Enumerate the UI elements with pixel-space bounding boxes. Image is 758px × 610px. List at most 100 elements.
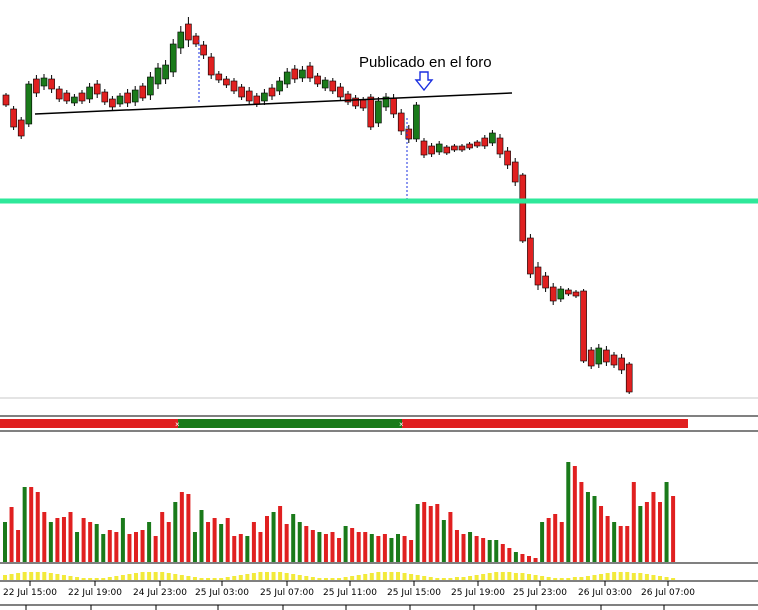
volume-average-bar <box>487 573 492 580</box>
volume-bar <box>323 534 328 562</box>
volume-bar <box>638 506 643 562</box>
volume-bar <box>166 522 171 562</box>
candle-body <box>230 80 238 92</box>
volume-average-bar <box>212 578 217 580</box>
candle-body <box>291 68 299 80</box>
volume-bar <box>671 496 676 562</box>
candle-body <box>542 275 549 289</box>
volume-bar <box>415 504 420 562</box>
volume-bar <box>81 518 86 562</box>
candle-body <box>169 43 177 73</box>
volume-average-bar <box>566 578 571 580</box>
volume-average-bar <box>618 572 623 580</box>
volume-average-bar <box>35 572 40 580</box>
volume-bar <box>474 536 479 562</box>
volume-bar <box>664 482 669 562</box>
volume-average-bar <box>402 573 407 580</box>
volume-bar <box>520 554 525 562</box>
candle-body <box>413 104 420 140</box>
candle-body <box>321 79 329 89</box>
volume-bar <box>238 534 243 562</box>
candle-body <box>299 69 306 79</box>
volume-average-bar <box>448 578 453 580</box>
volume-average-bar <box>61 575 66 580</box>
candle-body <box>603 349 610 363</box>
candle-body <box>55 88 63 100</box>
volume-bar <box>160 512 165 562</box>
volume-average-bar <box>350 576 355 580</box>
candle-body <box>504 150 511 166</box>
volume-bar <box>9 507 14 562</box>
volume-bar <box>363 532 368 562</box>
volume-bar <box>559 522 564 562</box>
volume-average-bar <box>284 573 289 580</box>
volume-average-bar <box>422 576 427 580</box>
volume-average-bar <box>435 578 440 580</box>
volume-bar <box>88 522 93 562</box>
volume-average-bar <box>323 578 328 580</box>
volume-bar <box>140 530 145 562</box>
volume-bar <box>206 522 211 562</box>
candle-body <box>519 174 527 242</box>
volume-bar <box>382 534 387 562</box>
volume-bar <box>533 558 538 562</box>
volume-bar <box>199 510 204 562</box>
volume-average-bar <box>376 572 381 580</box>
candle-body <box>154 67 162 85</box>
volume-average-bar <box>559 578 564 580</box>
volume-average-bar <box>94 578 99 580</box>
candle-body <box>549 286 557 302</box>
volume-bar <box>428 506 433 562</box>
volume-bar <box>540 522 545 562</box>
volume-average-bar <box>592 575 597 580</box>
volume-bar <box>396 534 400 562</box>
volume-bar <box>579 482 584 562</box>
volume-average-bar <box>42 572 47 580</box>
x-axis: 22 Jul 15:00 22 Jul 19:00 24 Jul 23:00 25 J… <box>0 581 758 610</box>
volume-average-bar <box>245 574 250 580</box>
volume-bar <box>310 530 315 562</box>
trend-marker: × <box>399 420 404 429</box>
candle-body <box>63 92 71 102</box>
candle-body <box>580 290 587 362</box>
candle-body <box>2 94 10 106</box>
volume-average-bar <box>658 576 662 580</box>
x-tick-label: 25 Jul 03:00 <box>195 588 249 598</box>
candle-body <box>177 31 185 49</box>
volume-average-bar <box>251 573 256 580</box>
volume-average-bar <box>271 572 276 580</box>
candle-body <box>572 291 580 297</box>
volume-average-bar <box>513 573 518 580</box>
volume-average-bar <box>599 574 604 580</box>
trend-segment-bull <box>178 419 402 428</box>
volume-bar <box>35 492 40 562</box>
candle-body <box>428 145 435 155</box>
volume-average-bar <box>546 577 551 580</box>
volume-bar <box>592 496 597 562</box>
volume-bar <box>29 487 34 562</box>
candle-body <box>223 78 230 86</box>
volume-average-bar <box>166 573 171 580</box>
candle-body <box>375 100 382 124</box>
candle-body <box>534 266 542 286</box>
volume-average-bar <box>363 574 368 580</box>
volume-average-bar <box>494 572 499 580</box>
volume-bar <box>107 530 112 562</box>
volume-bar <box>251 522 256 562</box>
candle-body <box>382 96 390 108</box>
volume-average-bar <box>186 576 191 580</box>
volume-bar <box>304 526 309 562</box>
candle-body <box>587 349 595 367</box>
trend-bar-panel: × × <box>0 415 758 432</box>
candle-body <box>192 35 200 45</box>
volume-average-bar <box>22 572 27 580</box>
volume-bar <box>42 512 47 562</box>
volume-bar <box>507 548 512 562</box>
trend-line <box>34 92 513 115</box>
volume-bar <box>134 532 138 562</box>
x-tick-label: 22 Jul 15:00 <box>3 588 57 598</box>
candle-body <box>352 97 359 107</box>
candle-body <box>25 83 33 125</box>
volume-average-bar <box>199 578 204 580</box>
volume-bar <box>402 536 407 562</box>
